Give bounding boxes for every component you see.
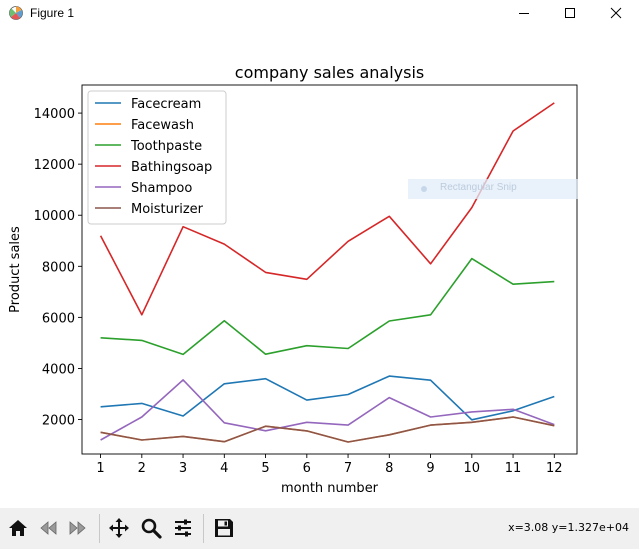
legend-label: Toothpaste xyxy=(130,139,202,154)
toolbar-separator xyxy=(99,514,100,543)
y-tick-label: 4000 xyxy=(42,362,75,377)
series-line-facecream xyxy=(100,375,555,421)
legend-box xyxy=(87,90,227,225)
series-line-shampoo xyxy=(100,379,555,441)
x-tick-label: 1 xyxy=(96,461,104,476)
forward-button[interactable] xyxy=(65,515,91,541)
x-axis-label: month number xyxy=(281,481,379,496)
pan-button[interactable] xyxy=(106,515,132,541)
zoom-icon xyxy=(141,518,162,539)
legend-label: Facewash xyxy=(131,118,194,133)
y-tick-label: 6000 xyxy=(42,311,75,326)
y-tick-label: 8000 xyxy=(42,260,75,275)
back-button[interactable] xyxy=(35,515,61,541)
legend-label: Bathingsoap xyxy=(131,160,212,175)
navigation-toolbar: x=3.08 y=1.327e+04 xyxy=(0,508,639,549)
window-titlebar: Figure 1 xyxy=(0,0,639,26)
close-icon xyxy=(610,7,622,19)
x-tick-label: 6 xyxy=(303,461,311,476)
x-tick-label: 11 xyxy=(505,461,522,476)
home-icon xyxy=(9,520,27,536)
cursor-coordinates: x=3.08 y=1.327e+04 xyxy=(508,521,629,534)
figure-canvas[interactable]: 1 2 3 4 5 6 7 8 9 10 11 12 2000 4000 6000 8000 10000 1200… xyxy=(0,26,639,508)
minimize-icon xyxy=(519,13,529,14)
toolbar-separator xyxy=(203,514,204,543)
x-tick-label: 10 xyxy=(464,461,481,476)
back-icon xyxy=(40,521,57,535)
legend-label: Shampoo xyxy=(131,181,192,196)
x-tick-label: 3 xyxy=(179,461,187,476)
y-tick-label: 10000 xyxy=(34,209,75,224)
save-button[interactable] xyxy=(211,515,237,541)
close-button[interactable] xyxy=(593,0,639,26)
x-tick-label: 2 xyxy=(138,461,146,476)
x-tick-label: 4 xyxy=(220,461,228,476)
maximize-button[interactable] xyxy=(547,0,593,26)
series-line-moisturizer xyxy=(100,416,555,443)
matplotlib-logo-icon xyxy=(9,6,23,20)
snip-dot-icon xyxy=(421,186,427,192)
axes-frame xyxy=(81,84,578,455)
window-title: Figure 1 xyxy=(30,6,75,20)
x-tick-label: 7 xyxy=(344,461,352,476)
x-tick-label: 8 xyxy=(385,461,393,476)
minimize-button[interactable] xyxy=(501,0,547,26)
y-tick-label: 2000 xyxy=(42,414,75,429)
configure-subplots-button[interactable] xyxy=(170,515,196,541)
home-button[interactable] xyxy=(5,515,31,541)
snip-label: Rectangular Snip xyxy=(440,182,517,193)
configure-icon xyxy=(175,519,191,537)
pan-icon xyxy=(109,518,129,538)
save-icon xyxy=(215,519,233,537)
legend-label: Facecream xyxy=(131,97,201,112)
forward-icon xyxy=(69,521,86,535)
legend-label: Moisturizer xyxy=(131,202,204,217)
maximize-icon xyxy=(565,8,575,18)
chart-title: company sales analysis xyxy=(235,63,424,82)
x-tick-label: 12 xyxy=(546,461,563,476)
zoom-button[interactable] xyxy=(138,515,164,541)
y-tick-label: 14000 xyxy=(34,107,75,122)
series-line-toothpaste xyxy=(100,257,555,356)
rectangular-snip-overlay: Rectangular Snip xyxy=(408,179,578,199)
y-tick-label: 12000 xyxy=(34,158,75,173)
y-axis-label: Product sales xyxy=(8,226,23,313)
x-tick-label: 9 xyxy=(426,461,434,476)
line-chart: 1 2 3 4 5 6 7 8 9 10 11 122000400060008000100001200… xyxy=(8,63,578,496)
x-tick-label: 5 xyxy=(261,461,269,476)
